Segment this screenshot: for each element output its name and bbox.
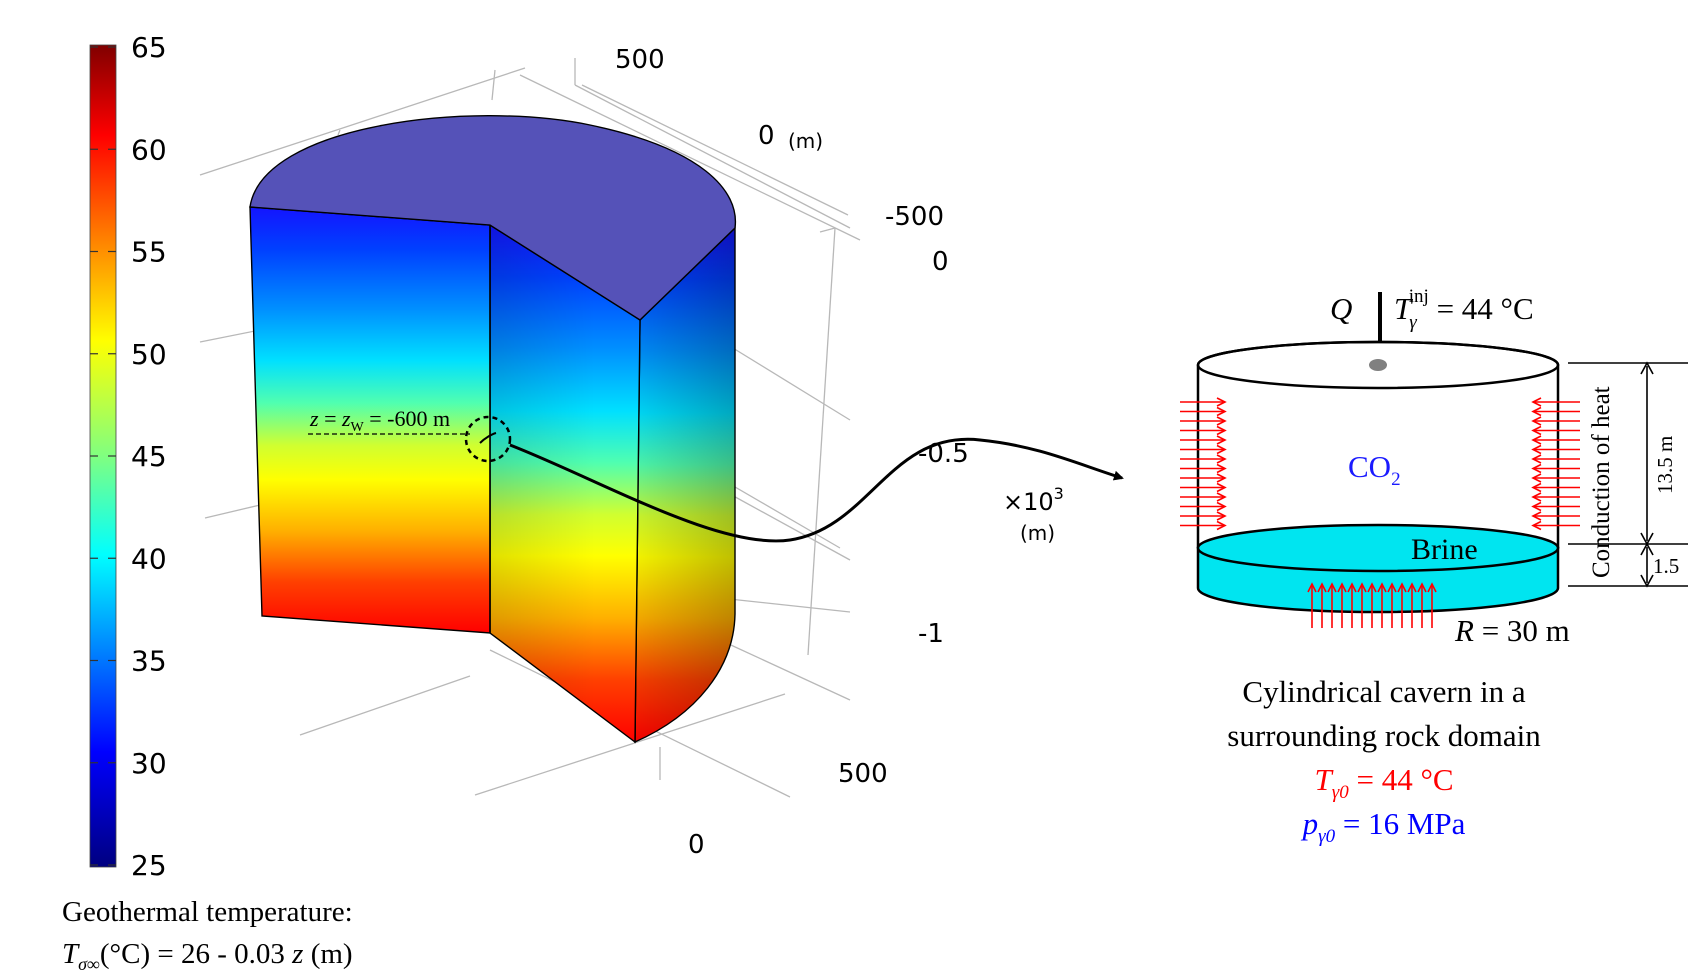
y-tick-500: 500 [615,45,665,75]
height-dimensions [1568,361,1688,588]
heat-arrowhead [1216,492,1227,502]
heat-arrowhead [1531,473,1542,483]
well-annotation: z = zW = -600 m [308,406,512,463]
heat-arrowhead [1357,582,1367,593]
conduction-label: Conduction of heat [1588,386,1615,578]
injection-temperature-label: Tγinj = 44 °C [1394,286,1534,333]
radius-label: R = 30 m [1454,613,1570,648]
colorbar-tick-label: 35 [131,645,167,678]
heat-arrowhead [1407,582,1417,593]
co2-label: CO2 [1348,449,1401,490]
heat-arrowhead [1377,582,1387,593]
heat-arrowhead [1337,582,1347,593]
heat-arrowhead [1531,492,1542,502]
z-unit: (m) [1020,521,1055,545]
heat-arrowhead [1216,397,1227,407]
heat-arrowhead [1216,501,1227,512]
heat-arrowhead [1531,435,1542,445]
heat-arrowhead [1531,416,1542,426]
gas-height-label: 13.5 m [1653,436,1677,494]
brine-height-label: 1.5 [1653,554,1679,578]
temperature-colorbar: 65 60 55 50 45 40 35 30 25 [89,31,167,882]
heat-arrowhead [1216,511,1227,521]
heat-arrowhead [1216,520,1227,531]
heat-arrowhead [1317,582,1327,593]
heat-arrowhead [1417,582,1427,593]
well-depth-label: z = zW = -600 m [309,406,450,435]
z-tick-05: -0.5 [918,439,969,469]
heat-arrowhead [1367,582,1377,593]
cavern-schematic: Q Tγinj = 44 °C Brine CO2 R = 30 m 13.5 … [1180,286,1688,847]
colorbar-tick-label: 55 [131,236,167,269]
brine-label: Brine [1411,533,1478,566]
heat-arrowhead [1531,397,1542,407]
initial-pressure-label: pγ0 = 16 MPa [1301,806,1466,847]
heat-arrowhead [1216,435,1227,445]
well-circle [464,415,512,463]
colorbar-tick-label: 45 [131,440,167,473]
colorbar-tick-label: 60 [131,133,167,166]
heat-arrowhead [1531,511,1542,521]
cavern-caption-line2: surrounding rock domain [1227,718,1541,753]
heat-arrowhead [1531,501,1542,512]
geothermal-caption-line1: Geothermal temperature: [62,896,353,928]
heat-arrowhead [1327,582,1337,593]
heat-flux-arrows [1180,397,1580,628]
cavern-top-ellipse [1196,340,1560,390]
heat-arrowhead [1531,520,1542,531]
heat-arrowhead [1531,444,1542,455]
heat-arrowhead [1216,463,1227,474]
colorbar-tick-label: 50 [131,338,167,371]
colorbar-tick-label: 65 [131,31,167,64]
x-tick-500: 500 [838,759,888,789]
heat-arrowhead [1216,444,1227,455]
initial-temperature-label: Tγ0 = 44 °C [1314,762,1453,803]
heat-arrowhead [1216,482,1227,493]
heat-arrowhead [1307,582,1317,593]
heat-arrowhead [1427,582,1437,593]
heat-arrowhead [1397,582,1407,593]
y-tick-0: 0 [758,121,775,151]
heat-arrowhead [1531,482,1542,493]
heat-arrowhead [1531,454,1542,464]
heat-arrowhead [1216,416,1227,426]
heat-arrowhead [1216,406,1227,417]
geothermal-caption-formula: Tσ∞(°C) = 26 - 0.03 z (m) [62,938,353,974]
flow-rate-label: Q [1330,291,1352,326]
x-tick-0: 0 [688,830,705,860]
heat-arrowhead [1216,454,1227,464]
heat-arrowhead [1531,425,1542,436]
colorbar-tick-label: 25 [131,849,167,882]
heat-arrowhead [1531,463,1542,474]
heat-arrowhead [1531,406,1542,417]
colorbar-tick-label: 30 [131,747,167,780]
z-multiplier: ×103 [1003,484,1064,516]
heat-arrowhead [1347,582,1357,593]
heat-arrowhead [1387,582,1397,593]
heat-arrowhead [1216,425,1227,436]
y-unit: (m) [788,129,823,153]
cavern-caption-line1: Cylindrical cavern in a [1242,674,1525,709]
z-tick-1: -1 [918,619,944,649]
colorbar-tick-label: 40 [131,542,167,575]
y-tick-neg500: -500 [885,202,944,232]
zoom-connector-arrow [509,437,1124,543]
heat-arrowhead [1216,473,1227,483]
geothermal-cylinder [249,115,737,744]
z-tick-0: 0 [932,247,949,277]
cylinder-top-face [249,115,737,321]
